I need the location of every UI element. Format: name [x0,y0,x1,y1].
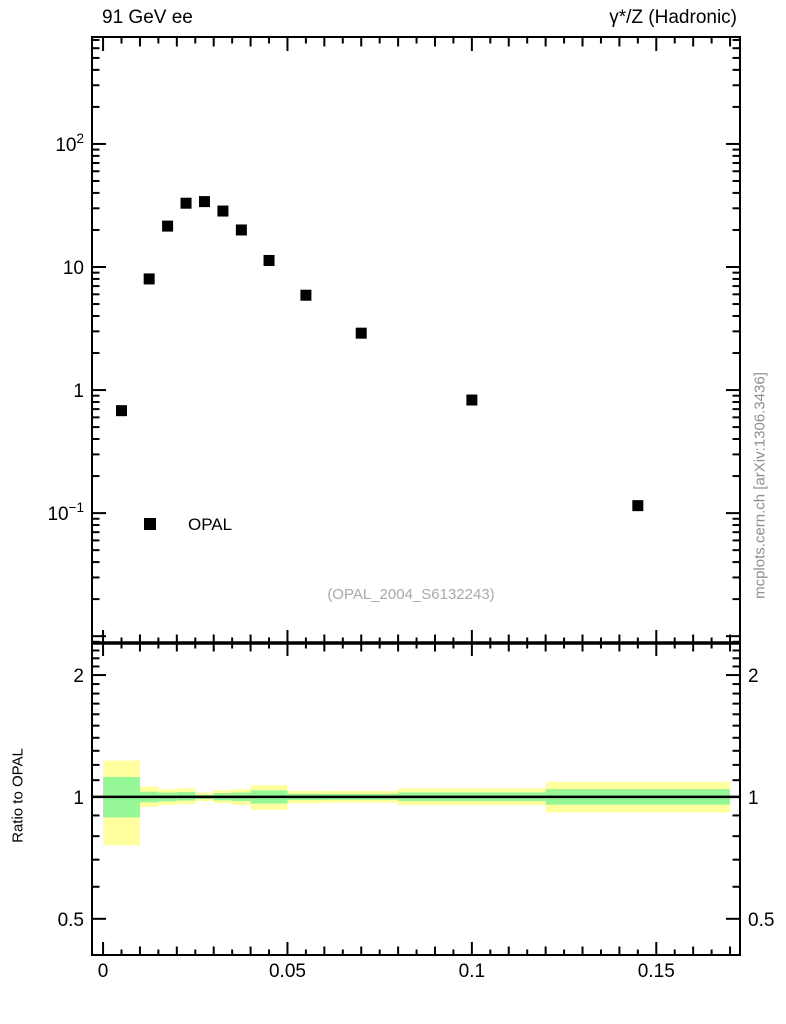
y-tick-label: 10−1 [47,500,84,525]
ratio-tick-label: 2 [73,666,84,687]
y-tick-label: 102 [55,131,84,156]
data-point-marker [632,500,644,512]
ratio-tick-label: 0.5 [748,910,774,931]
mcplots-arxiv-note: mcplots.cern.ch [arXiv:1306.3436] [751,372,769,599]
data-point-marker [466,394,478,406]
ratio-tick-label: 0.5 [58,910,84,931]
data-point-marker [300,289,312,301]
x-tick-label: 0.05 [269,961,306,982]
y-tick-label: 10 [63,258,84,279]
plot-title-energy: 91 GeV ee [102,7,193,28]
data-point-marker [235,224,247,236]
data-point-marker [217,205,229,217]
x-tick-label: 0.15 [638,961,675,982]
legend-label: OPAL [188,515,233,534]
data-point-marker [143,273,155,285]
plot-frame-main [91,36,741,644]
data-point-marker [198,196,210,208]
ratio-tick-label: 1 [748,788,759,809]
x-tick-label: 0.1 [459,961,485,982]
ratio-tick-label: 2 [748,666,759,687]
data-point-marker [116,405,128,417]
data-point-marker [162,220,174,232]
data-point-marker [263,254,275,266]
data-point-marker [355,327,367,339]
x-tick-label: 0 [98,961,109,982]
ratio-axis-title: Ratio to OPAL [9,748,27,843]
plot-title-process: γ*/Z (Hadronic) [609,7,737,28]
legend-marker-square [144,518,156,530]
data-point-marker [180,197,192,209]
analysis-watermark: (OPAL_2004_S6132243) [327,586,495,603]
y-tick-label: 1 [73,381,84,402]
ratio-tick-label: 1 [73,788,84,809]
